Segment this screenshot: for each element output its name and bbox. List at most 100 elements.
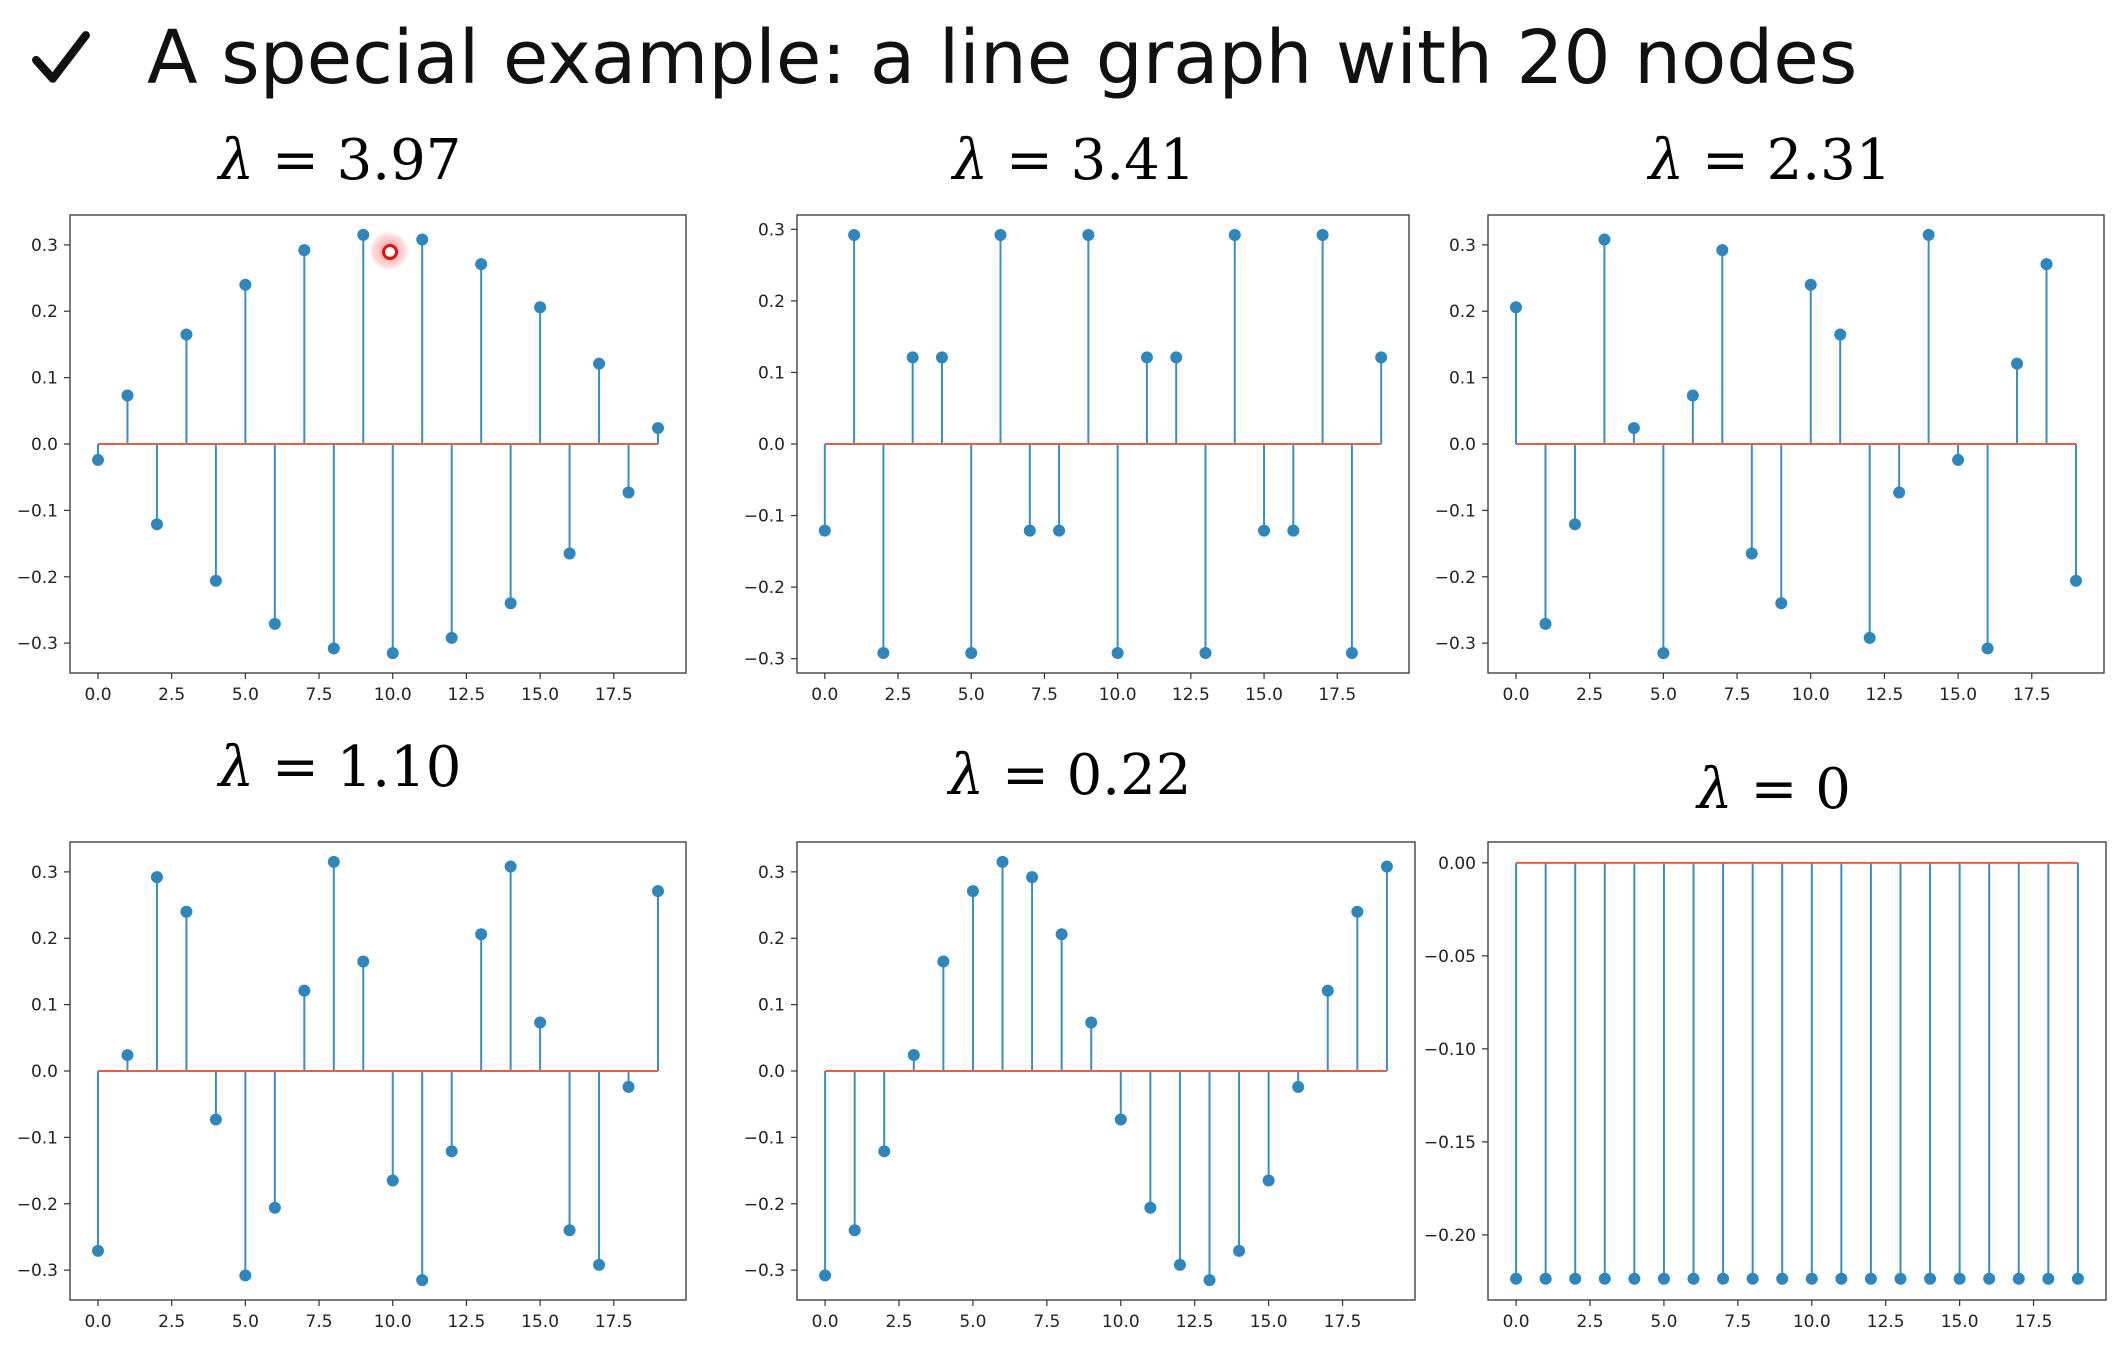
x-tick-label: 7.5 <box>1031 685 1058 705</box>
x-tick-label: 12.5 <box>1172 685 1210 705</box>
x-tick-label: 0.0 <box>811 685 838 705</box>
stem-marker <box>534 301 547 314</box>
y-tick-label: −0.1 <box>744 1128 785 1148</box>
y-tick-label: −0.3 <box>1435 634 1476 654</box>
x-tick-label: 2.5 <box>158 1312 185 1332</box>
stem-marker <box>1657 1272 1670 1285</box>
stem-marker <box>1380 860 1393 873</box>
stem-marker <box>1228 229 1241 242</box>
stem-marker <box>357 228 370 241</box>
stem-marker <box>1345 646 1358 659</box>
y-tick-label: −0.10 <box>1424 1040 1476 1060</box>
y-tick-label: 0.3 <box>31 863 58 883</box>
stem-marker <box>819 1269 832 1282</box>
x-tick-label: 7.5 <box>1033 1312 1060 1332</box>
stem-marker <box>1569 1272 1582 1285</box>
x-tick-label: 10.0 <box>1793 1312 1831 1332</box>
stem-marker <box>1026 871 1039 884</box>
stem-marker <box>563 1224 576 1237</box>
stem-marker <box>475 928 488 941</box>
y-tick-label: −0.3 <box>744 1261 785 1281</box>
stem-marker <box>563 547 576 560</box>
stem-marker <box>327 855 340 868</box>
stem-marker <box>209 574 222 587</box>
x-tick-label: 15.0 <box>1939 685 1977 705</box>
stem-marker <box>1953 1272 1966 1285</box>
y-tick-label: 0.00 <box>1438 854 1476 874</box>
stem-marker <box>622 486 635 499</box>
stem-marker <box>848 229 861 242</box>
stem-marker <box>1627 422 1640 435</box>
y-tick-label: −0.3 <box>17 1261 58 1281</box>
y-tick-label: 0.3 <box>1449 236 1476 256</box>
stem-marker <box>386 1174 399 1187</box>
x-tick-label: 5.0 <box>959 1312 986 1332</box>
stem-marker <box>534 1016 547 1029</box>
chart-1-title: λ = 3.97 <box>0 128 690 193</box>
y-tick-label: 0.1 <box>758 363 785 383</box>
stem-marker <box>1321 984 1334 997</box>
y-tick-label: −0.1 <box>17 1128 58 1148</box>
x-tick-label: 12.5 <box>447 1312 485 1332</box>
x-tick-label: 10.0 <box>1099 685 1137 705</box>
stem-marker <box>1835 1272 1848 1285</box>
x-tick-label: 2.5 <box>885 685 912 705</box>
y-tick-label: 0.0 <box>31 1062 58 1082</box>
stem-marker <box>209 1113 222 1126</box>
stem-marker <box>1316 229 1329 242</box>
stem-marker <box>1804 278 1817 291</box>
chart-3-title: λ = 2.31 <box>1420 128 2118 193</box>
stem-marker <box>1893 486 1906 499</box>
y-tick-label: 0.1 <box>758 996 785 1016</box>
x-tick-label: 0.0 <box>812 1312 839 1332</box>
chart-5-title: λ = 0.22 <box>720 743 1420 808</box>
chart-5-title-symbol: λ <box>948 743 985 808</box>
stem-marker <box>1203 1274 1216 1287</box>
stem-marker <box>937 955 950 968</box>
stem-marker <box>268 1201 281 1214</box>
stem-marker <box>1717 1272 1730 1285</box>
stem-marker <box>150 871 163 884</box>
y-tick-label: 0.1 <box>1449 369 1476 389</box>
y-tick-label: −0.2 <box>17 1195 58 1215</box>
chart-6-title-symbol: λ <box>1697 757 1733 822</box>
chart-2-title-symbol: λ <box>952 128 989 193</box>
x-tick-label: 15.0 <box>521 1312 559 1332</box>
y-tick-label: 0.3 <box>758 220 785 240</box>
stem-marker <box>906 351 919 364</box>
x-tick-label: 2.5 <box>1576 685 1603 705</box>
x-tick-label: 15.0 <box>1941 1312 1979 1332</box>
y-tick-label: 0.0 <box>1449 435 1476 455</box>
stem-marker <box>935 351 948 364</box>
stem-marker <box>1775 597 1788 610</box>
stem-marker <box>1510 301 1522 314</box>
stem-marker <box>1598 233 1611 246</box>
x-tick-label: 5.0 <box>232 685 259 705</box>
stem-marker <box>239 278 252 291</box>
y-tick-label: −0.2 <box>17 568 58 588</box>
stem-marker <box>1894 1272 1907 1285</box>
stem-marker <box>1173 1258 1186 1271</box>
stem-marker <box>298 984 311 997</box>
y-tick-label: −0.3 <box>17 634 58 654</box>
x-tick-label: 10.0 <box>1792 685 1830 705</box>
y-tick-label: −0.05 <box>1424 947 1476 967</box>
x-tick-label: 0.0 <box>84 1312 111 1332</box>
stem-marker <box>1776 1272 1789 1285</box>
stem-marker <box>1258 524 1271 537</box>
stem-marker <box>1375 351 1388 364</box>
x-tick-label: 5.0 <box>1650 1312 1677 1332</box>
chart-3-title-value: = 2.31 <box>1701 128 1892 193</box>
stem-marker <box>1834 328 1847 341</box>
x-tick-label: 0.0 <box>1503 1312 1530 1332</box>
stem-marker <box>1292 1080 1305 1093</box>
chart-4-title-value: = 1.10 <box>271 735 462 800</box>
stem-marker <box>877 646 890 659</box>
x-tick-label: 5.0 <box>958 685 985 705</box>
stem-marker <box>150 518 163 531</box>
stem-marker <box>1657 647 1670 660</box>
x-tick-label: 12.5 <box>447 685 485 705</box>
y-tick-label: 0.2 <box>758 929 785 949</box>
stem-marker <box>1805 1272 1818 1285</box>
x-tick-label: 17.5 <box>2013 685 2051 705</box>
